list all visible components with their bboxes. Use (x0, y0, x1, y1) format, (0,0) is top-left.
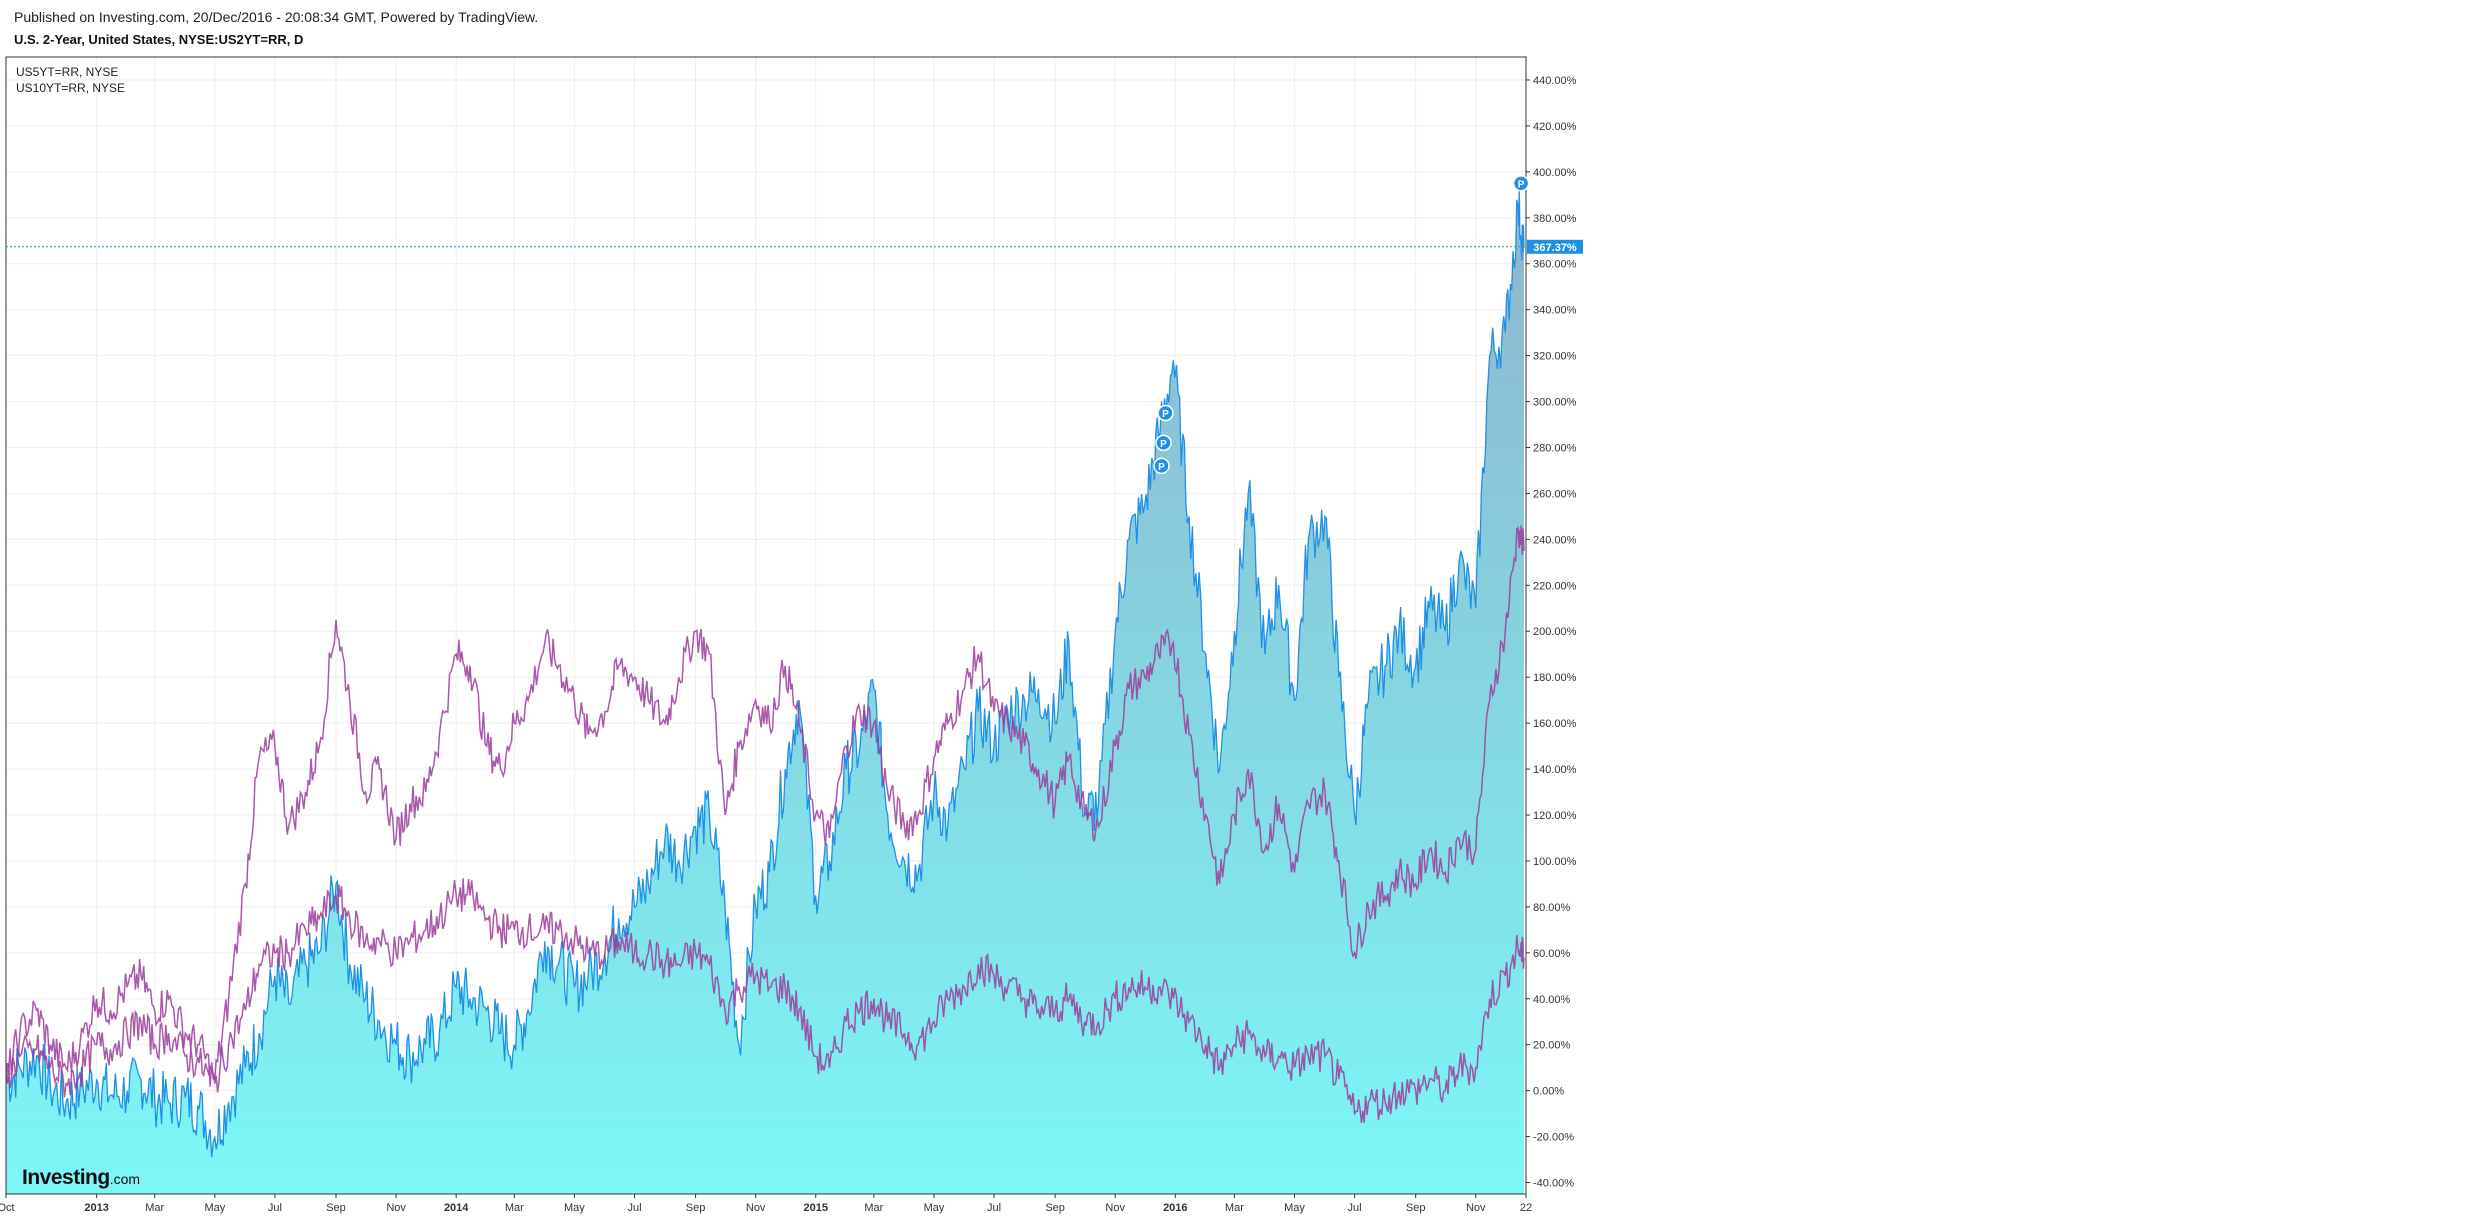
event-marker-label: P (1158, 462, 1165, 473)
legend: US5YT=RR, NYSE US10YT=RR, NYSE (16, 64, 125, 96)
x-tick-label: Sep (686, 1202, 706, 1214)
y-tick-label: 20.00% (1533, 1040, 1571, 1052)
y-tick-label: 200.00% (1533, 626, 1577, 638)
series-line-us10yt (6, 878, 1525, 1123)
x-axis: Oct 2013 Mar May Jul Sep Nov 2014 Mar May Jul Sep No… (0, 1194, 1532, 1214)
x-tick-label: Mar (1225, 1202, 1244, 1214)
y-tick-label: 340.00% (1533, 305, 1577, 317)
x-tick-label: Sep (1406, 1202, 1426, 1214)
x-tick-label: Sep (326, 1202, 346, 1214)
plot-frame (5, 56, 1527, 1195)
current-price-label: 367.37% (1533, 242, 1577, 254)
x-tick-label: 2014 (444, 1202, 469, 1214)
y-tick-label: 400.00% (1533, 167, 1577, 179)
chart-title: U.S. 2-Year, United States, NYSE:US2YT=R… (14, 32, 304, 47)
y-tick-label: 0.00% (1533, 1086, 1564, 1098)
logo-name: Investing (22, 1166, 110, 1189)
x-tick-label: 22 (1520, 1202, 1532, 1214)
x-tick-label: Jul (627, 1202, 641, 1214)
series-line-us5yt (6, 525, 1525, 1087)
x-tick-label: Nov (746, 1202, 766, 1214)
x-tick-label: Mar (505, 1202, 524, 1214)
x-tick-label: Mar (864, 1202, 883, 1214)
y-tick-label: 440.00% (1533, 75, 1577, 87)
legend-item-us10yt: US10YT=RR, NYSE (16, 81, 126, 95)
x-tick-label: 2016 (1163, 1202, 1187, 1214)
y-tick-label: 220.00% (1533, 580, 1577, 592)
y-tick-label: 180.00% (1533, 672, 1577, 684)
y-tick-label: 160.00% (1533, 718, 1577, 730)
y-tick-label: 60.00% (1533, 948, 1571, 960)
event-marker (1153, 457, 1170, 475)
x-tick-label: May (924, 1202, 945, 1214)
current-price-marker: 367.37% (6, 239, 1583, 254)
x-tick-label: Mar (145, 1202, 164, 1214)
y-tick-label: 420.00% (1533, 121, 1577, 133)
y-tick-label: -20.00% (1533, 1132, 1574, 1144)
x-tick-label: May (204, 1202, 225, 1214)
series-layer (6, 188, 1525, 1194)
event-marker-label: P (1518, 179, 1525, 190)
x-tick-label: Jul (1348, 1202, 1362, 1214)
x-tick-label: Nov (1105, 1202, 1125, 1214)
x-tick-label: Jul (268, 1202, 282, 1214)
event-marker (1157, 404, 1174, 422)
legend-item-us5yt: US5YT=RR, NYSE (16, 65, 119, 79)
event-marker (1155, 434, 1172, 452)
x-tick-label: 2015 (804, 1202, 828, 1214)
y-axis: -40.00% -20.00% 0.00% 20.00% 40.00% 60.00% 80.… (1526, 75, 1577, 1190)
x-tick-label: Nov (1466, 1202, 1486, 1214)
event-marker-label: P (1162, 409, 1169, 420)
event-markers: P P P P (1153, 175, 1530, 475)
x-tick-label: Jul (987, 1202, 1001, 1214)
y-tick-label: 280.00% (1533, 442, 1577, 454)
x-tick-label: 2013 (84, 1202, 108, 1214)
event-marker-label: P (1160, 439, 1167, 450)
x-tick-label: Sep (1045, 1202, 1065, 1214)
series-area-us2yt (6, 188, 1524, 1194)
y-tick-label: 260.00% (1533, 488, 1577, 500)
published-caption: Published on Investing.com, 20/Dec/2016 … (14, 9, 539, 25)
logo-suffix: .com (109, 1171, 141, 1187)
series-line-us2yt (6, 188, 1525, 1158)
y-tick-label: 320.00% (1533, 351, 1577, 363)
x-tick-label: Oct (0, 1202, 15, 1214)
event-marker (1512, 175, 1530, 192)
y-tick-label: 100.00% (1533, 856, 1577, 868)
y-tick-label: 40.00% (1533, 994, 1571, 1006)
y-tick-label: 360.00% (1533, 259, 1577, 271)
y-tick-label: 240.00% (1533, 534, 1577, 546)
investing-logo: Investing.com (22, 1166, 140, 1190)
y-tick-label: 80.00% (1533, 902, 1571, 914)
x-tick-label: May (1284, 1202, 1305, 1214)
y-tick-label: 300.00% (1533, 397, 1577, 409)
y-tick-label: 140.00% (1533, 764, 1577, 776)
y-tick-label: 120.00% (1533, 810, 1577, 822)
current-price-badge (1527, 239, 1583, 254)
y-tick-label: -40.00% (1533, 1178, 1574, 1190)
x-tick-label: May (564, 1202, 585, 1214)
y-tick-label: 380.00% (1533, 213, 1577, 225)
x-tick-label: Nov (386, 1202, 406, 1214)
